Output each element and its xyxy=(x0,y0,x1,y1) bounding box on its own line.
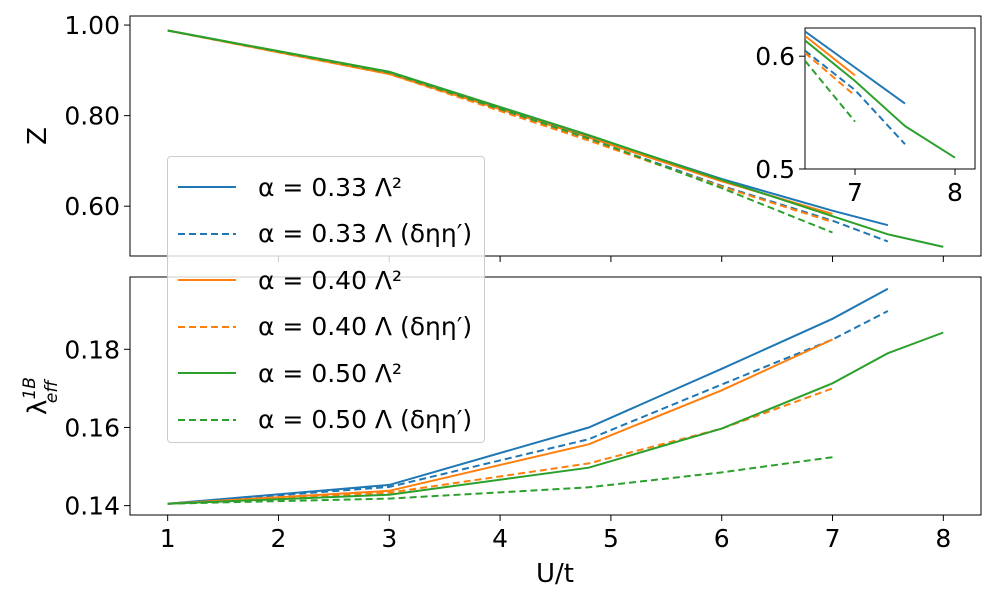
legend-item: α = 0.33 Λ² xyxy=(168,164,484,211)
bottom-series-line-0 xyxy=(167,287,889,505)
legend-label: α = 0.33 Λ (δηη′) xyxy=(258,219,473,249)
legend-label: α = 0.40 Λ² xyxy=(258,265,403,295)
legend-swatch xyxy=(178,279,236,282)
bottom-series-line-4 xyxy=(167,331,944,505)
bottom-x-tick-label: 2 xyxy=(271,524,287,553)
inset-series-group xyxy=(805,30,956,159)
inset-ticks: 0.5 0.6 7 8 xyxy=(755,42,963,207)
legend-swatch xyxy=(178,325,236,328)
inset-series-line-2 xyxy=(805,35,856,77)
legend-item: α = 0.50 Λ (δηη′) xyxy=(168,397,484,444)
top-y-tick-label: 0.60 xyxy=(64,192,120,221)
bottom-ticks: 0.14 0.16 0.18 1 2 3 4 5 6 7 8 xyxy=(64,335,951,553)
bottom-series-line-1 xyxy=(167,310,889,505)
inset-x-tick-label: 7 xyxy=(847,178,863,207)
inset-series-line-5 xyxy=(805,60,856,123)
legend-swatch xyxy=(178,186,236,189)
bottom-x-tick-label: 8 xyxy=(935,524,951,553)
legend: α = 0.33 Λ² α = 0.33 Λ (δηη′) α = 0.40 Λ² α… xyxy=(167,156,485,443)
legend-label: α = 0.40 Λ (δηη′) xyxy=(258,312,473,342)
top-y-axis-label: Z xyxy=(23,127,53,145)
inset-series-line-1 xyxy=(805,49,906,145)
bottom-x-tick-label: 6 xyxy=(714,524,730,553)
inset-panel: 0.5 0.6 7 8 xyxy=(755,27,976,207)
legend-item: α = 0.33 Λ (δηη′) xyxy=(168,211,484,258)
inset-y-tick-label: 0.5 xyxy=(755,155,795,184)
bottom-y-tick-label: 0.18 xyxy=(64,335,120,364)
top-y-tick-label: 1.00 xyxy=(64,11,120,40)
legend-label: α = 0.50 Λ² xyxy=(258,358,403,388)
top-y-ticks: 0.60 0.80 1.00 xyxy=(64,11,944,262)
bottom-x-axis-label: U/t xyxy=(536,559,574,589)
legend-swatch xyxy=(178,418,236,421)
top-series-line-5 xyxy=(167,29,833,234)
bottom-x-tick-label: 3 xyxy=(381,524,397,553)
legend-swatch xyxy=(178,232,236,235)
bottom-x-tick-label: 1 xyxy=(160,524,176,553)
bottom-x-tick-label: 7 xyxy=(825,524,841,553)
bottom-y-tick-label: 0.14 xyxy=(64,492,120,521)
bottom-y-tick-label: 0.16 xyxy=(64,413,120,442)
bottom-series-line-2 xyxy=(167,338,833,505)
inset-series-line-4 xyxy=(805,39,956,159)
bottom-series-line-3 xyxy=(167,387,833,505)
legend-label: α = 0.33 Λ² xyxy=(258,172,403,202)
legend-item: α = 0.40 Λ (δηη′) xyxy=(168,304,484,351)
legend-item: α = 0.50 Λ² xyxy=(168,350,484,397)
bottom-series-group xyxy=(167,287,944,505)
inset-series-line-0 xyxy=(805,30,906,105)
top-series-group xyxy=(167,29,944,248)
inset-y-tick-label: 0.6 xyxy=(755,42,795,71)
legend-label: α = 0.50 Λ (δηη′) xyxy=(258,405,473,435)
bottom-x-tick-label: 5 xyxy=(603,524,619,553)
bottom-series-line-5 xyxy=(167,456,833,505)
bottom-panel: 0.14 0.16 0.18 1 2 3 4 5 6 7 8 U/t λ1B eff xyxy=(20,276,982,589)
legend-swatch xyxy=(178,372,236,375)
top-y-tick-label: 0.80 xyxy=(64,102,120,131)
legend-item: α = 0.40 Λ² xyxy=(168,257,484,304)
inset-x-tick-label: 8 xyxy=(947,178,963,207)
bottom-x-tick-label: 4 xyxy=(492,524,508,553)
bottom-y-axis-label: λ1B eff xyxy=(20,377,62,415)
